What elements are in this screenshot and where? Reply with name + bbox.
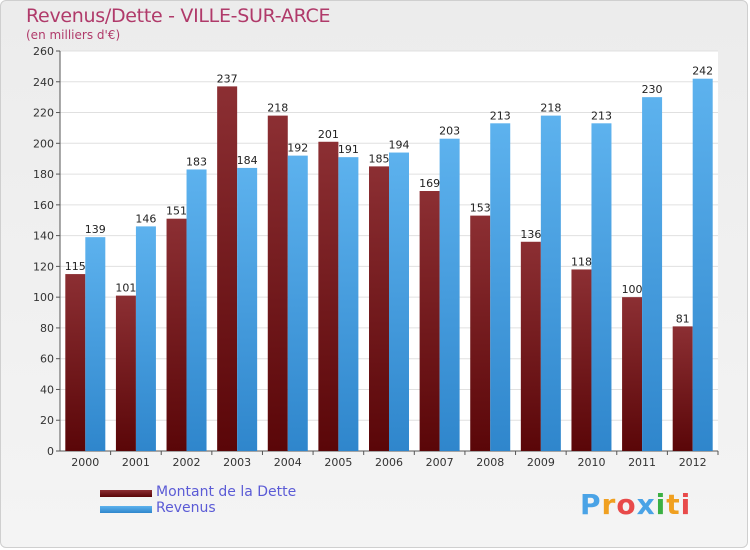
bar-dette (318, 141, 339, 451)
x-tick-label: 2000 (71, 456, 99, 469)
x-tick-label: 2004 (274, 456, 302, 469)
legend-label-revenus: Revenus (156, 500, 216, 516)
bar-dette (571, 269, 592, 451)
bar-revenus (237, 167, 258, 451)
y-tick-label: 160 (33, 199, 54, 212)
bar-revenus (389, 152, 409, 452)
x-tick-label: 2009 (527, 456, 555, 469)
bar-dette (267, 115, 288, 451)
bar-revenus (135, 226, 156, 451)
data-label-revenus: 242 (692, 65, 713, 78)
x-tick-label: 2002 (173, 456, 201, 469)
data-label-revenus: 184 (237, 154, 258, 167)
bar-revenus (439, 138, 460, 451)
bar-revenus (338, 157, 359, 451)
y-tick-label: 20 (40, 414, 54, 427)
x-tick-label: 2010 (577, 456, 605, 469)
y-tick-label: 120 (33, 260, 54, 273)
data-label-dette: 115 (65, 260, 86, 273)
legend-swatch-dette (100, 490, 152, 497)
y-tick-label: 100 (33, 291, 54, 304)
y-tick-label: 200 (33, 137, 54, 150)
bar-revenus (642, 97, 663, 452)
data-label-dette: 237 (217, 72, 238, 85)
bar-dette (520, 241, 541, 451)
data-label-dette: 101 (115, 282, 136, 295)
data-label-revenus: 139 (85, 223, 106, 236)
bar-dette (622, 297, 643, 451)
data-label-dette: 151 (166, 205, 187, 218)
data-label-revenus: 183 (186, 155, 207, 168)
y-tick-label: 240 (33, 76, 54, 89)
y-tick-label: 60 (40, 353, 54, 366)
legend-swatch-revenus (100, 506, 152, 513)
bars-layer (65, 78, 713, 452)
data-label-dette: 185 (369, 152, 390, 165)
x-tick-label: 2012 (679, 456, 707, 469)
labels-layer: 0 20 40 60 80 100 120 140 160 180 200 220 240 260 2000… (33, 45, 713, 469)
bar-dette (217, 86, 238, 451)
bar-dette (672, 326, 693, 451)
data-label-revenus: 230 (642, 83, 663, 96)
x-tick-label: 2008 (476, 456, 504, 469)
data-label-revenus: 213 (591, 109, 612, 122)
data-label-revenus: 191 (338, 143, 359, 156)
bar-dette (166, 218, 187, 451)
bar-revenus (85, 237, 106, 451)
data-label-dette: 136 (520, 228, 541, 241)
data-label-dette: 218 (267, 102, 288, 115)
logo-letter: i (655, 488, 667, 521)
data-label-dette: 100 (622, 283, 643, 296)
bar-dette (115, 295, 136, 451)
data-label-revenus: 213 (490, 109, 511, 122)
logo-letter: P (580, 488, 602, 521)
logo-letter: t (666, 488, 681, 521)
data-label-revenus: 146 (135, 212, 156, 225)
x-tick-label: 2006 (375, 456, 403, 469)
logo-letter: o (616, 488, 637, 521)
y-tick-label: 180 (33, 168, 54, 181)
data-label-revenus: 194 (389, 139, 410, 152)
logo-letter: x (636, 488, 656, 521)
chart-title: Revenus/Dette - VILLE-SUR-ARCE (26, 5, 331, 27)
chart-subtitle: (en milliers d'€) (26, 28, 121, 42)
x-tick-label: 2007 (426, 456, 454, 469)
proxiti-logo: Proxiti (580, 488, 691, 521)
bar-revenus (186, 169, 207, 451)
x-tick-label: 2001 (122, 456, 150, 469)
data-label-dette: 153 (470, 202, 491, 215)
data-label-dette: 118 (571, 255, 592, 268)
x-tick-label: 2003 (223, 456, 251, 469)
data-label-revenus: 192 (287, 142, 308, 155)
y-tick-label: 0 (47, 445, 54, 458)
data-label-revenus: 203 (439, 125, 460, 138)
bar-dette (65, 274, 86, 451)
x-tick-label: 2011 (628, 456, 656, 469)
data-label-dette: 169 (419, 177, 440, 190)
bar-revenus (287, 155, 308, 451)
y-tick-label: 260 (33, 45, 54, 58)
bar-dette (419, 191, 440, 451)
data-label-dette: 81 (676, 312, 690, 325)
data-label-revenus: 218 (540, 102, 561, 115)
bar-revenus (591, 123, 612, 452)
y-tick-label: 40 (40, 383, 54, 396)
y-tick-label: 220 (33, 107, 54, 120)
bar-revenus (692, 78, 713, 451)
y-tick-label: 80 (40, 322, 54, 335)
legend-label-dette: Montant de la Dette (156, 484, 297, 500)
x-tick-label: 2005 (324, 456, 352, 469)
bar-revenus (490, 123, 511, 452)
bar-dette (470, 215, 491, 451)
logo-letter: i (680, 488, 692, 521)
logo-letter: r (601, 488, 617, 521)
bar-revenus (540, 115, 561, 451)
data-label-dette: 201 (318, 128, 339, 141)
y-tick-label: 140 (33, 230, 54, 243)
bar-dette (369, 166, 389, 451)
